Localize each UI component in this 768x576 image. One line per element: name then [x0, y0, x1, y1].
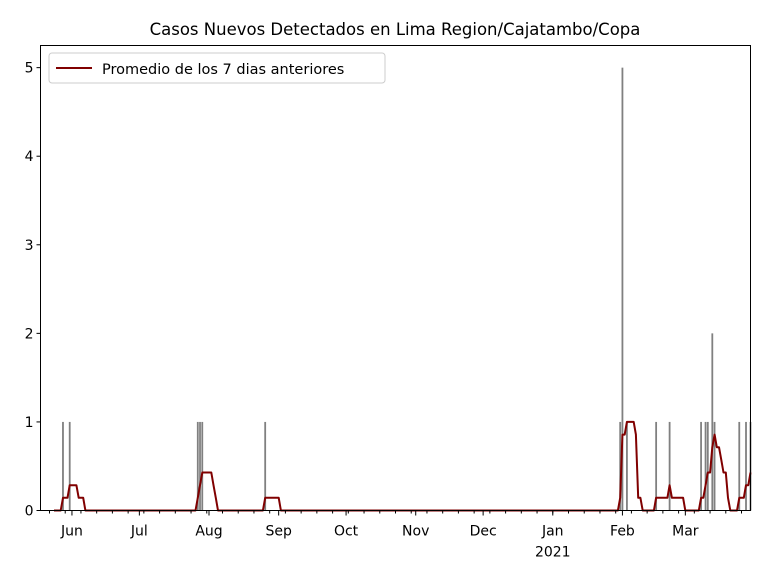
bar: [713, 421, 716, 511]
bar: [655, 421, 658, 511]
plot-frame: [40, 45, 751, 511]
bar: [264, 421, 267, 511]
x-tick-label: Feb: [610, 524, 635, 540]
bar: [745, 421, 747, 511]
bars-group: [62, 67, 752, 511]
legend: Promedio de los 7 dias anteriores: [48, 52, 386, 84]
bar: [626, 421, 628, 511]
x-tick-label: Nov: [402, 524, 429, 540]
legend-box: [48, 52, 386, 84]
y-tick-label: 5: [25, 61, 34, 77]
x-tick-label: Sep: [265, 524, 292, 540]
bar: [668, 421, 671, 511]
y-tick-label: 2: [25, 326, 34, 342]
y-axis: 0 1 2 3 4 5: [25, 61, 41, 520]
x-tick-year-label: 2021: [535, 545, 571, 561]
y-tick-label: 1: [25, 415, 34, 431]
bar: [711, 333, 714, 511]
bar: [706, 421, 709, 511]
bar: [700, 421, 702, 511]
y-tick-label: 4: [25, 149, 34, 165]
x-axis: Jun Jul Aug Sep Oct Nov Dec Jan 2021 Feb Mar: [48, 510, 743, 561]
bar: [199, 421, 201, 511]
line-group: [54, 420, 752, 512]
x-tick-label: Dec: [470, 524, 497, 540]
average-line: [54, 420, 752, 512]
x-tick-label: Oct: [334, 524, 359, 540]
legend-label: Promedio de los 7 dias anteriores: [102, 62, 344, 78]
bar: [196, 421, 199, 511]
bar: [704, 421, 707, 511]
bar: [62, 421, 64, 511]
bar: [621, 67, 624, 511]
y-tick-label: 3: [25, 238, 34, 254]
y-tick-label: 0: [25, 504, 34, 520]
bar: [619, 421, 622, 511]
x-tick-label: Jun: [60, 524, 83, 540]
bar: [201, 421, 204, 511]
bar: [68, 421, 71, 511]
x-tick-label: Mar: [672, 524, 699, 540]
chart-title: Casos Nuevos Detectados en Lima Region/C…: [150, 20, 641, 39]
x-tick-label: Aug: [195, 524, 222, 540]
bar: [738, 421, 741, 511]
x-tick-label: Jan: [541, 524, 564, 540]
x-tick-label: Jul: [130, 524, 148, 540]
